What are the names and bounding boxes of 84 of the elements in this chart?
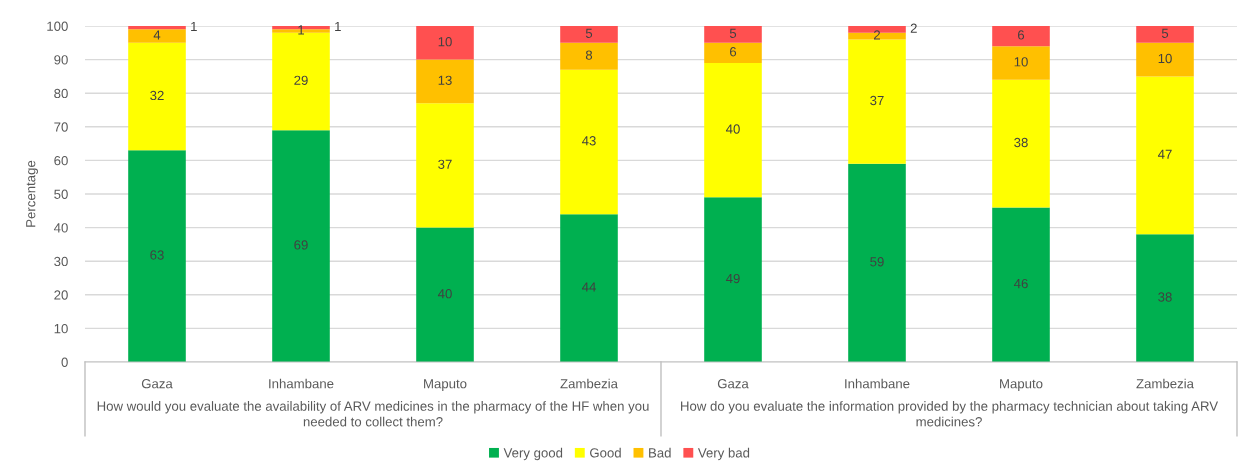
bar: [704, 26, 762, 43]
y-axis-title: Percentage: [26, 160, 38, 227]
bar: [416, 59, 474, 104]
data-label: 5: [585, 28, 593, 38]
data-label: 8: [585, 50, 593, 60]
data-label: 44: [581, 282, 596, 292]
data-label: 40: [437, 289, 452, 299]
data-label: 46: [1013, 278, 1028, 289]
bar: [704, 197, 762, 362]
data-label: 10: [1158, 53, 1172, 64]
data-label: 63: [150, 250, 164, 260]
data-label: 38: [1158, 292, 1172, 302]
data-label: 32: [150, 90, 164, 101]
bar: [992, 26, 1050, 47]
data-label: 1: [335, 22, 341, 32]
bar: [128, 42, 186, 151]
bar: [560, 26, 618, 43]
legend-label: Good: [590, 447, 621, 458]
data-label: 40: [725, 124, 740, 134]
text: How would you evaluate the availability of ARV medicines in the pharmacy of the HF when you needed to collect them?: [97, 401, 649, 427]
x-tick-label: Maputo: [1000, 379, 1043, 391]
bar: [1136, 26, 1194, 43]
x-tick-label: Inhambane: [845, 378, 910, 389]
bar: [1136, 42, 1194, 77]
x-tick-label: Maputo: [424, 379, 467, 391]
data-label: 10: [438, 37, 452, 47]
bar: [992, 79, 1050, 208]
bar: [128, 26, 186, 30]
bar: [128, 29, 186, 43]
bar: [704, 42, 762, 63]
y-tick-label: 100: [47, 21, 68, 31]
data-label: 38: [1014, 137, 1028, 148]
bar: [560, 69, 618, 215]
bar: [128, 150, 186, 362]
bar: [1136, 234, 1194, 362]
x-tick-label: Gaza: [717, 379, 749, 389]
data-label: 29: [294, 75, 308, 85]
legend-label: Bad: [649, 447, 671, 458]
data-label: 49: [725, 273, 740, 284]
y-tick-label: 30: [54, 256, 68, 267]
bar: [992, 207, 1050, 362]
data-label: 5: [1161, 28, 1169, 38]
data-label: 37: [438, 159, 452, 169]
bar: [272, 130, 330, 362]
y-tick-label: 40: [53, 223, 68, 233]
data-label: 47: [1157, 149, 1172, 159]
y-tick-label: 80: [54, 88, 68, 99]
y-tick-label: 60: [54, 155, 68, 166]
y-tick-label: 0: [61, 357, 68, 367]
x-tick-label: Inhambane: [269, 378, 334, 389]
data-label: 59: [870, 257, 884, 267]
bar: [1136, 76, 1194, 235]
bar: [560, 214, 618, 362]
y-tick-label: 10: [54, 323, 68, 334]
data-label: 4: [153, 30, 161, 40]
data-label: 6: [730, 47, 737, 57]
data-label: 13: [438, 75, 452, 85]
data-label: 43: [581, 136, 596, 146]
data-label: 69: [294, 240, 308, 250]
y-tick-label: 20: [54, 290, 68, 300]
x-tick-label: Zambezia: [560, 378, 618, 389]
data-label: 6: [1018, 30, 1025, 40]
y-tick-label: 90: [54, 55, 68, 65]
bar: [416, 227, 474, 362]
y-tick-label: 70: [54, 122, 68, 132]
x-tick-label: Gaza: [141, 379, 173, 389]
bar: [848, 39, 906, 164]
bar: [992, 46, 1050, 80]
data-label: 2: [874, 30, 881, 40]
data-label: 10: [1014, 57, 1028, 67]
data-label: 37: [870, 95, 884, 106]
legend-label: Very bad: [697, 447, 750, 461]
data-label: 5: [729, 28, 737, 38]
bar: [416, 103, 474, 228]
text: How do you evaluate the information provided by the pharmacy technician about taking ARV medicines?: [681, 401, 1219, 427]
data-label: 2: [910, 23, 917, 33]
bar: [848, 163, 906, 362]
data-label: 1: [191, 22, 197, 32]
bar: [560, 42, 618, 70]
legend-label: Very good: [503, 447, 563, 461]
bar: [416, 26, 474, 60]
y-tick-label: 50: [54, 189, 68, 199]
x-tick-label: Zambezia: [1136, 378, 1194, 389]
bar: [704, 62, 762, 198]
